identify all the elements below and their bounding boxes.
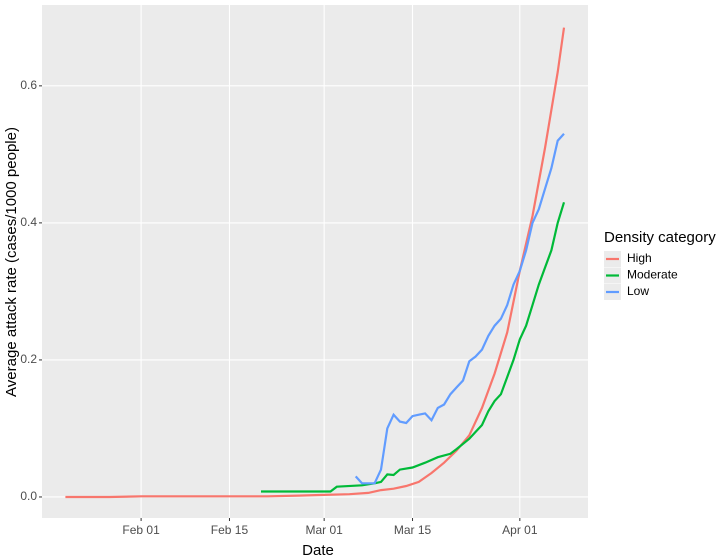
line: [354, 133, 565, 485]
x-axis-title: Date: [302, 542, 334, 559]
legend-title: Density category: [604, 229, 716, 246]
y-tick-label: 0.4: [20, 215, 37, 229]
y-tick-label: 0.6: [20, 78, 37, 92]
y-tick-label: 0.0: [20, 489, 37, 503]
legend-label: Low: [627, 284, 649, 298]
y-tick-label: 0.2: [20, 352, 37, 366]
x-tick-label: Apr 01: [502, 523, 538, 537]
legend-label: Moderate: [627, 268, 678, 282]
y-axis-title: Average attack rate (cases/1000 people): [3, 127, 20, 397]
x-tick-label: Feb 01: [122, 523, 160, 537]
x-tick-label: Mar 15: [394, 523, 432, 537]
panel: [42, 5, 588, 518]
x-tick-label: Feb 15: [211, 523, 249, 537]
legend-label: High: [627, 251, 652, 265]
x-tick-label: Mar 01: [305, 523, 343, 537]
